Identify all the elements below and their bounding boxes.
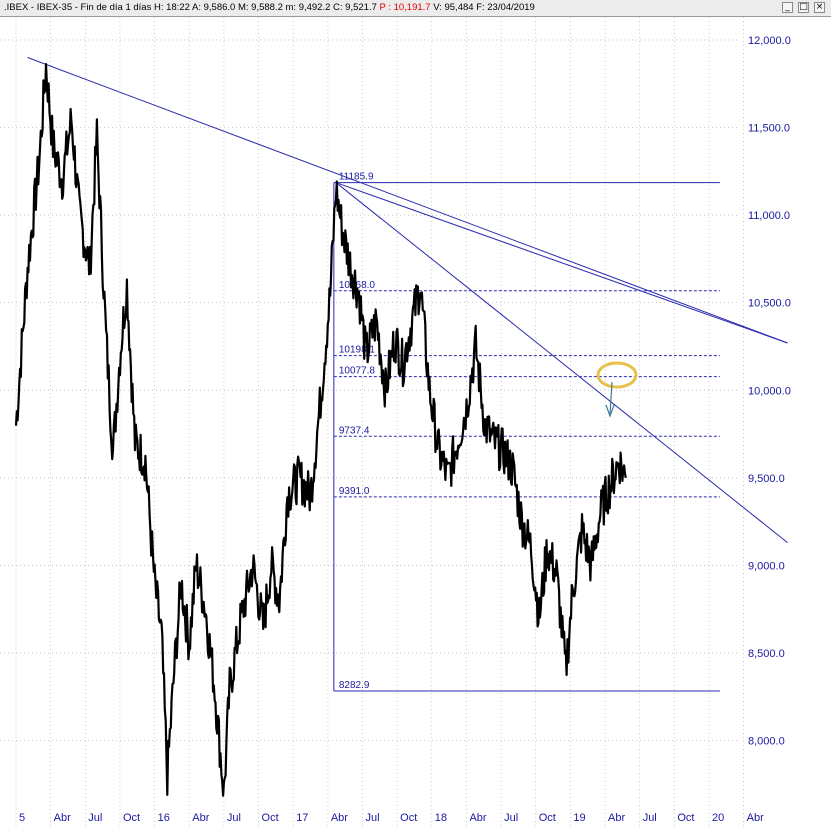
highlight-ellipse — [596, 361, 638, 389]
trendline — [27, 57, 788, 344]
x-tick-label: 19 — [573, 812, 585, 824]
min-label: m: 9,492.2 — [285, 2, 331, 13]
x-tick-label: Oct — [123, 812, 140, 824]
trendline — [335, 182, 788, 344]
x-tick-label: Oct — [400, 812, 417, 824]
y-axis: 12,000.0 11,500.0 11,000.0 10,500.0 10,000.0… — [748, 35, 791, 748]
x-tick-label: 18 — [435, 812, 447, 824]
close-label: C: 9,521.7 — [333, 2, 377, 13]
grid — [0, 17, 745, 826]
x-tick-label: Jul — [504, 812, 518, 824]
x-tick-label: Abr — [747, 812, 764, 824]
x-tick-label: 16 — [158, 812, 170, 824]
quote-header: .IBEX - IBEX-35 - Fin de día 1 días H: 1… — [4, 2, 535, 14]
x-tick-label: 17 — [296, 812, 308, 824]
y-tick-label: 8,000.0 — [748, 736, 785, 748]
fibonacci-levels: 11185.9 10568.0 10198.1 10077.8 9737.4 9391.0… — [333, 172, 720, 692]
x-tick-label: Abr — [192, 812, 209, 824]
fib-level-label: 9737.4 — [339, 425, 370, 436]
y-tick-label: 11,500.0 — [748, 123, 790, 135]
x-tick-label: Oct — [677, 812, 694, 824]
x-tick-label: Abr — [608, 812, 625, 824]
date-label: F: 23/04/2019 — [476, 2, 535, 13]
arrow-head — [605, 404, 615, 418]
y-tick-label: 9,000.0 — [748, 560, 785, 572]
price-series — [14, 62, 627, 797]
close-button[interactable]: × — [814, 2, 825, 13]
x-tick-label: Abr — [54, 812, 71, 824]
fib-level-label: 8282.9 — [339, 680, 370, 691]
y-tick-label: 11,000.0 — [748, 210, 790, 222]
annotations — [596, 361, 638, 418]
x-tick-label: Abr — [469, 812, 486, 824]
high-label: H: 18:22 — [153, 2, 190, 13]
chart-title-bar: .IBEX - IBEX-35 - Fin de día 1 días H: 1… — [0, 0, 831, 17]
fib-level-label: 10198.1 — [339, 345, 376, 356]
price-line — [14, 62, 627, 797]
volume-label: V: 95,484 — [433, 2, 474, 13]
max-label: M: 9,588.2 — [237, 2, 283, 13]
fib-level-label: 10568.0 — [339, 280, 376, 291]
prev-close-label: P : 10,191.7 — [379, 2, 431, 13]
x-axis: 5 Abr Jul Oct 16 Abr Jul Oct 17 Abr Jul Oct 18 Abr Jul… — [19, 812, 764, 824]
y-tick-label: 10,000.0 — [748, 385, 791, 397]
trendlines — [27, 57, 788, 544]
minimize-button[interactable]: _ — [782, 2, 793, 13]
maximize-button[interactable]: □ — [798, 2, 809, 13]
fib-level-label: 9391.0 — [339, 486, 370, 497]
x-tick-label: Abr — [331, 812, 348, 824]
trendline — [335, 182, 788, 544]
y-tick-label: 8,500.0 — [748, 648, 785, 660]
y-tick-label: 9,500.0 — [748, 473, 785, 485]
fib-level-label: 10077.8 — [339, 366, 376, 377]
x-tick-label: 20 — [712, 812, 724, 824]
price-chart[interactable]: 11185.9 10568.0 10198.1 10077.8 9737.4 9391.0… — [0, 17, 831, 838]
x-tick-label: Oct — [262, 812, 279, 824]
x-tick-label: Jul — [643, 812, 657, 824]
projection-arrow — [609, 381, 613, 416]
y-tick-label: 12,000.0 — [748, 35, 791, 47]
x-tick-label: Jul — [88, 812, 102, 824]
x-tick-label: Jul — [227, 812, 241, 824]
open-label: A: 9,586.0 — [192, 2, 236, 13]
x-tick-label: 5 — [19, 812, 25, 824]
symbol-label: .IBEX - IBEX-35 - Fin de día 1 días — [4, 2, 152, 13]
y-tick-label: 10,500.0 — [748, 298, 791, 310]
x-tick-label: Oct — [539, 812, 556, 824]
fib-level-label: 11185.9 — [339, 172, 374, 183]
x-tick-label: Jul — [366, 812, 380, 824]
